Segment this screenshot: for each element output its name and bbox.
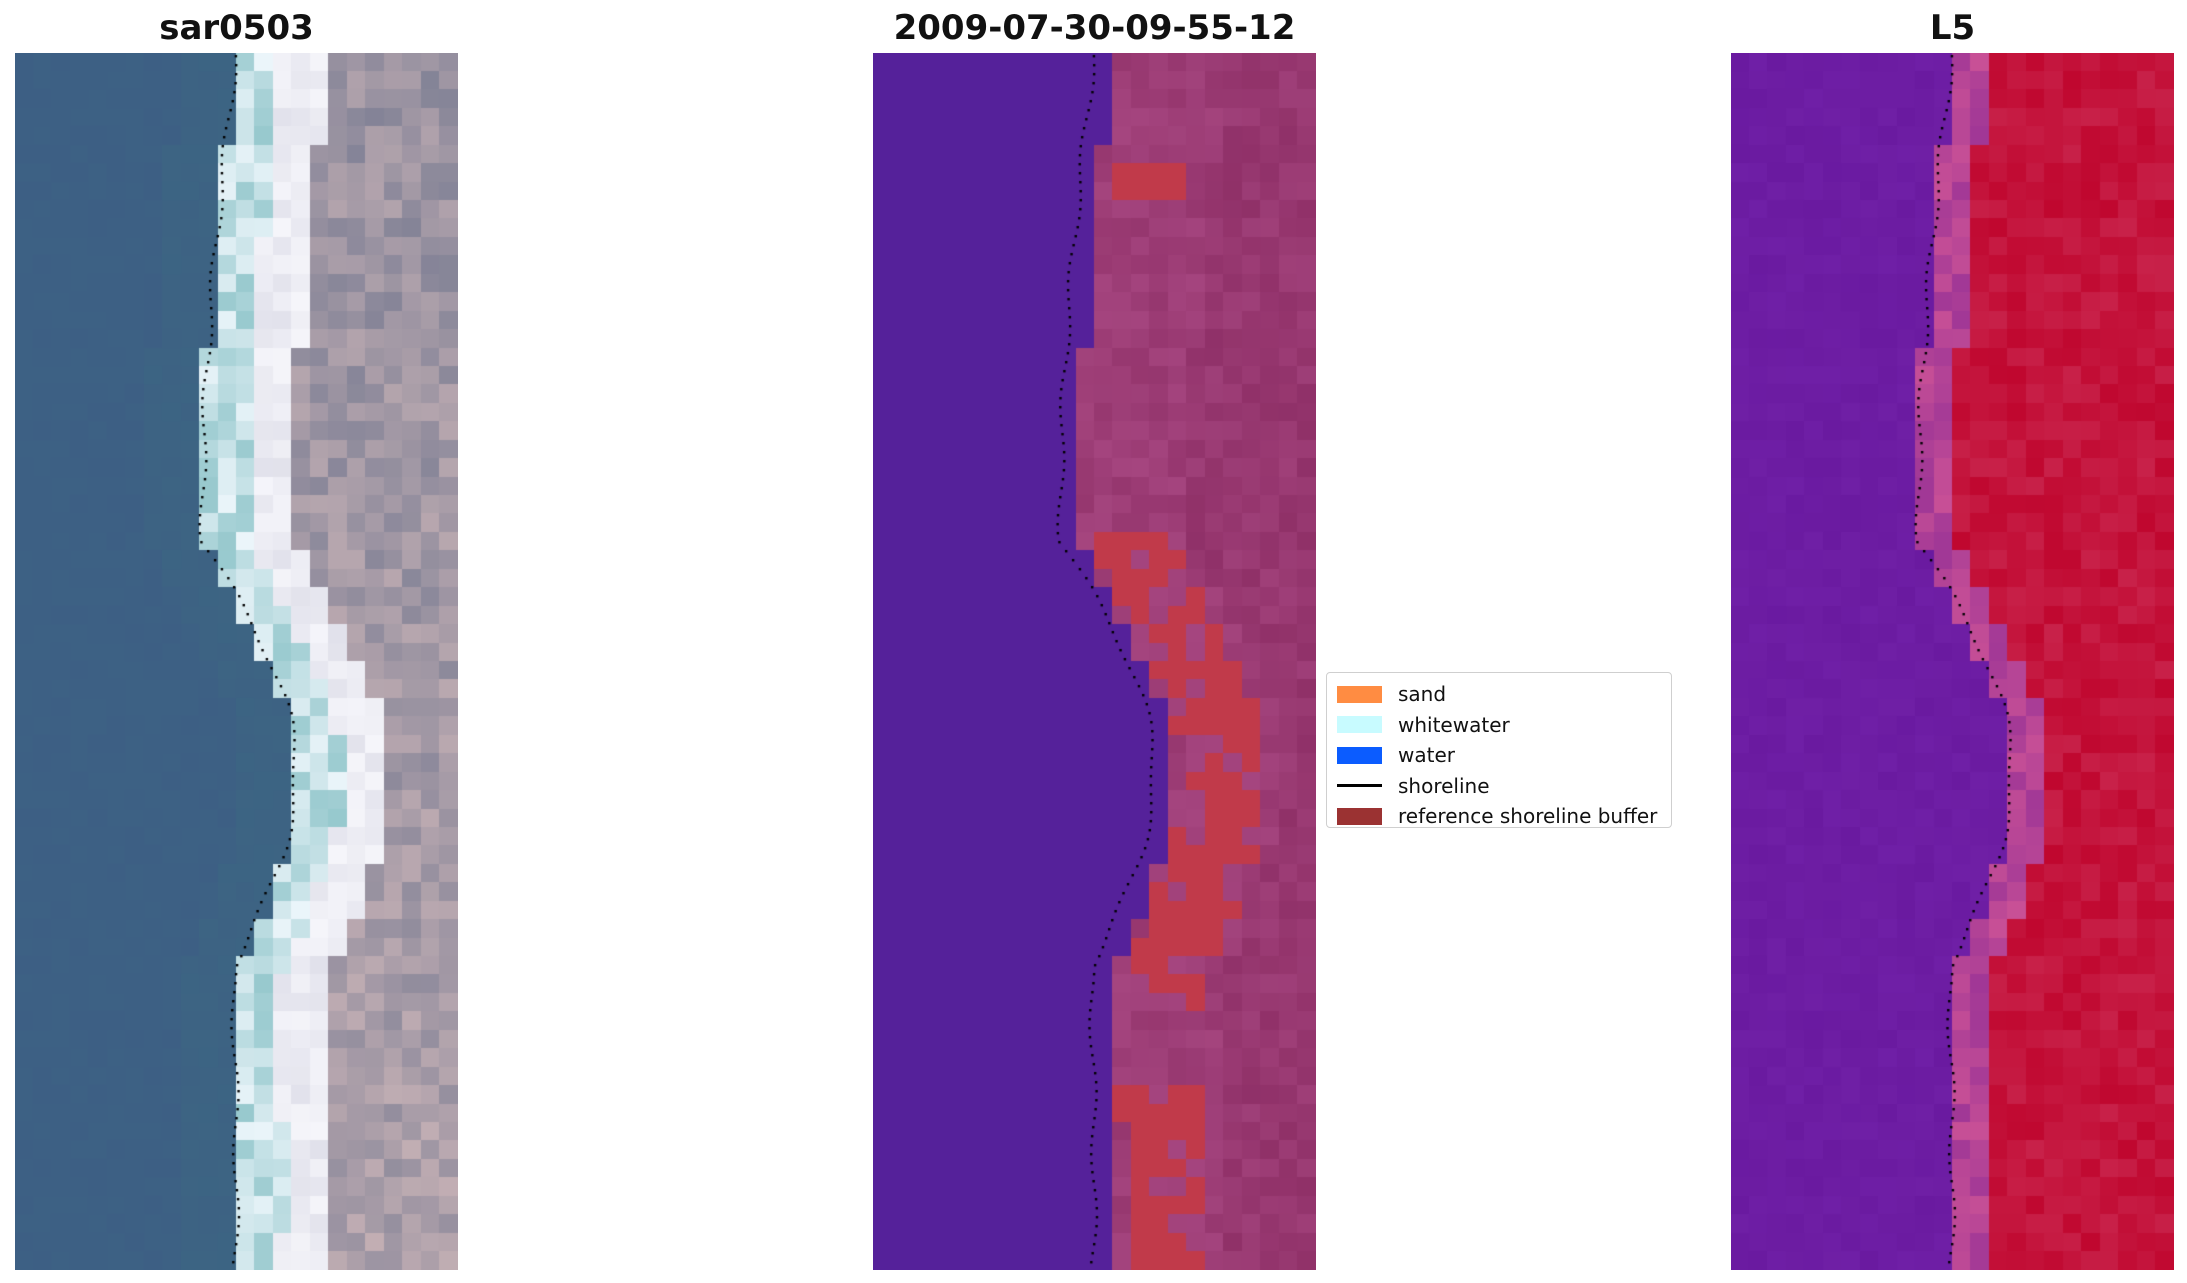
classified-image [873, 53, 1316, 1270]
legend-item-shoreline: shoreline [1337, 771, 1661, 802]
legend-item-water: water [1337, 740, 1661, 771]
shoreline-line-icon [1337, 784, 1382, 788]
legend-label: shoreline [1398, 773, 1490, 798]
panel-title: sar0503 [159, 8, 314, 48]
legend-item-reference-buffer: reference shoreline buffer [1337, 801, 1661, 832]
sand-swatch-icon [1337, 685, 1382, 703]
panel-title: 2009-07-30-09-55-12 [893, 8, 1296, 48]
legend-item-whitewater: whitewater [1337, 710, 1661, 741]
legend-label: water [1398, 743, 1455, 768]
buffer-swatch-icon [1337, 807, 1382, 825]
rgb-satellite-image [15, 53, 458, 1270]
whitewater-swatch-icon [1337, 716, 1382, 734]
legend-label: sand [1398, 682, 1447, 707]
panel-title: L5 [1929, 8, 1976, 48]
legend-label: whitewater [1398, 712, 1510, 737]
water-index-image [1731, 53, 2174, 1270]
water-swatch-icon [1337, 746, 1382, 764]
legend: sand whitewater water shoreline referenc… [1326, 672, 1672, 828]
legend-label: reference shoreline buffer [1398, 804, 1658, 829]
legend-item-sand: sand [1337, 679, 1661, 710]
